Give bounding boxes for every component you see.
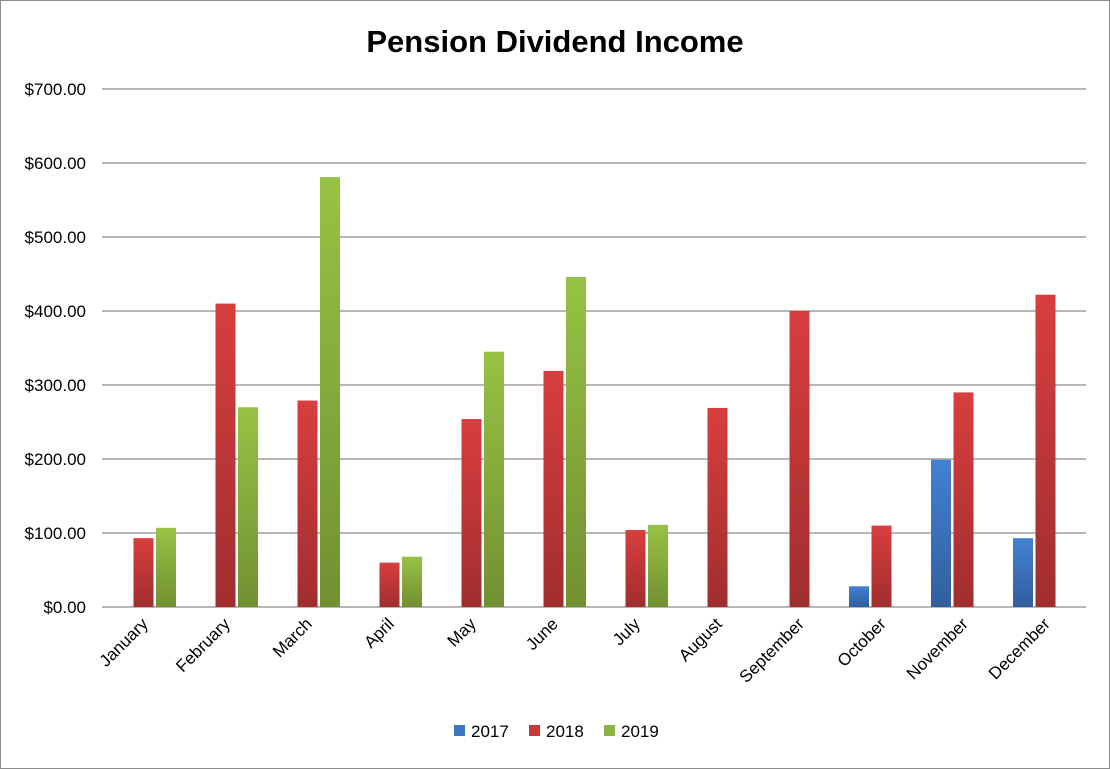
bar-2019-june: [566, 276, 586, 607]
y-axis-ticks: $0.00 $100.00 $200.00 $300.00 $400.00 $500.00…: [25, 80, 86, 617]
bar-2017-october: [849, 586, 869, 607]
x-tick-label: August: [675, 614, 726, 665]
bar-2018-january: [133, 538, 154, 607]
bar-2018-december: [1035, 294, 1056, 607]
x-tick-label: September: [736, 614, 808, 686]
bar-2018-july: [625, 530, 646, 607]
x-tick-label: January: [96, 614, 153, 671]
x-tick-label: February: [172, 614, 234, 676]
bars: [133, 177, 1056, 607]
gridlines: [102, 88, 1086, 608]
y-tick-label: $700.00: [25, 80, 86, 99]
y-tick-label: $200.00: [25, 450, 86, 469]
y-tick-label: $500.00: [25, 228, 86, 247]
y-tick-label: $600.00: [25, 154, 86, 173]
legend: 2017 2018 2019: [454, 722, 659, 741]
bar-2019-january: [156, 527, 176, 607]
x-tick-label: July: [609, 614, 644, 649]
bar-2018-february: [215, 303, 236, 607]
bar-2018-may: [461, 419, 482, 607]
legend-swatch-2017: [454, 725, 465, 736]
chart-title: Pension Dividend Income: [366, 24, 743, 59]
y-tick-label: $0.00: [43, 598, 86, 617]
y-tick-label: $300.00: [25, 376, 86, 395]
legend-label-2017: 2017: [471, 722, 509, 741]
bar-2018-april: [379, 562, 400, 607]
bar-2017-december: [1013, 538, 1033, 607]
bar-2019-july: [648, 524, 668, 607]
legend-swatch-2019: [604, 725, 615, 736]
y-tick-label: $100.00: [25, 524, 86, 543]
legend-label-2018: 2018: [546, 722, 584, 741]
bar-2019-march: [320, 177, 340, 607]
bar-2018-september: [789, 311, 810, 607]
x-tick-label: October: [834, 614, 890, 670]
bar-2019-may: [484, 351, 504, 607]
bar-2018-november: [953, 392, 974, 607]
bar-2018-august: [707, 407, 728, 607]
x-tick-label: December: [985, 614, 1054, 683]
y-tick-label: $400.00: [25, 302, 86, 321]
x-tick-label: March: [269, 614, 316, 661]
x-axis-ticks: January February March April May June July Augu…: [96, 614, 1054, 687]
x-tick-label: June: [522, 614, 562, 654]
bar-2018-june: [543, 370, 564, 607]
legend-label-2019: 2019: [621, 722, 659, 741]
x-tick-label: November: [903, 614, 972, 683]
x-tick-label: April: [360, 614, 397, 651]
bar-2019-february: [238, 407, 258, 607]
x-tick-label: May: [444, 614, 480, 650]
bar-2018-october: [871, 525, 892, 607]
legend-swatch-2018: [529, 725, 540, 736]
bar-2019-april: [402, 556, 422, 607]
bar-2018-march: [297, 400, 318, 607]
bar-2017-november: [931, 459, 951, 607]
